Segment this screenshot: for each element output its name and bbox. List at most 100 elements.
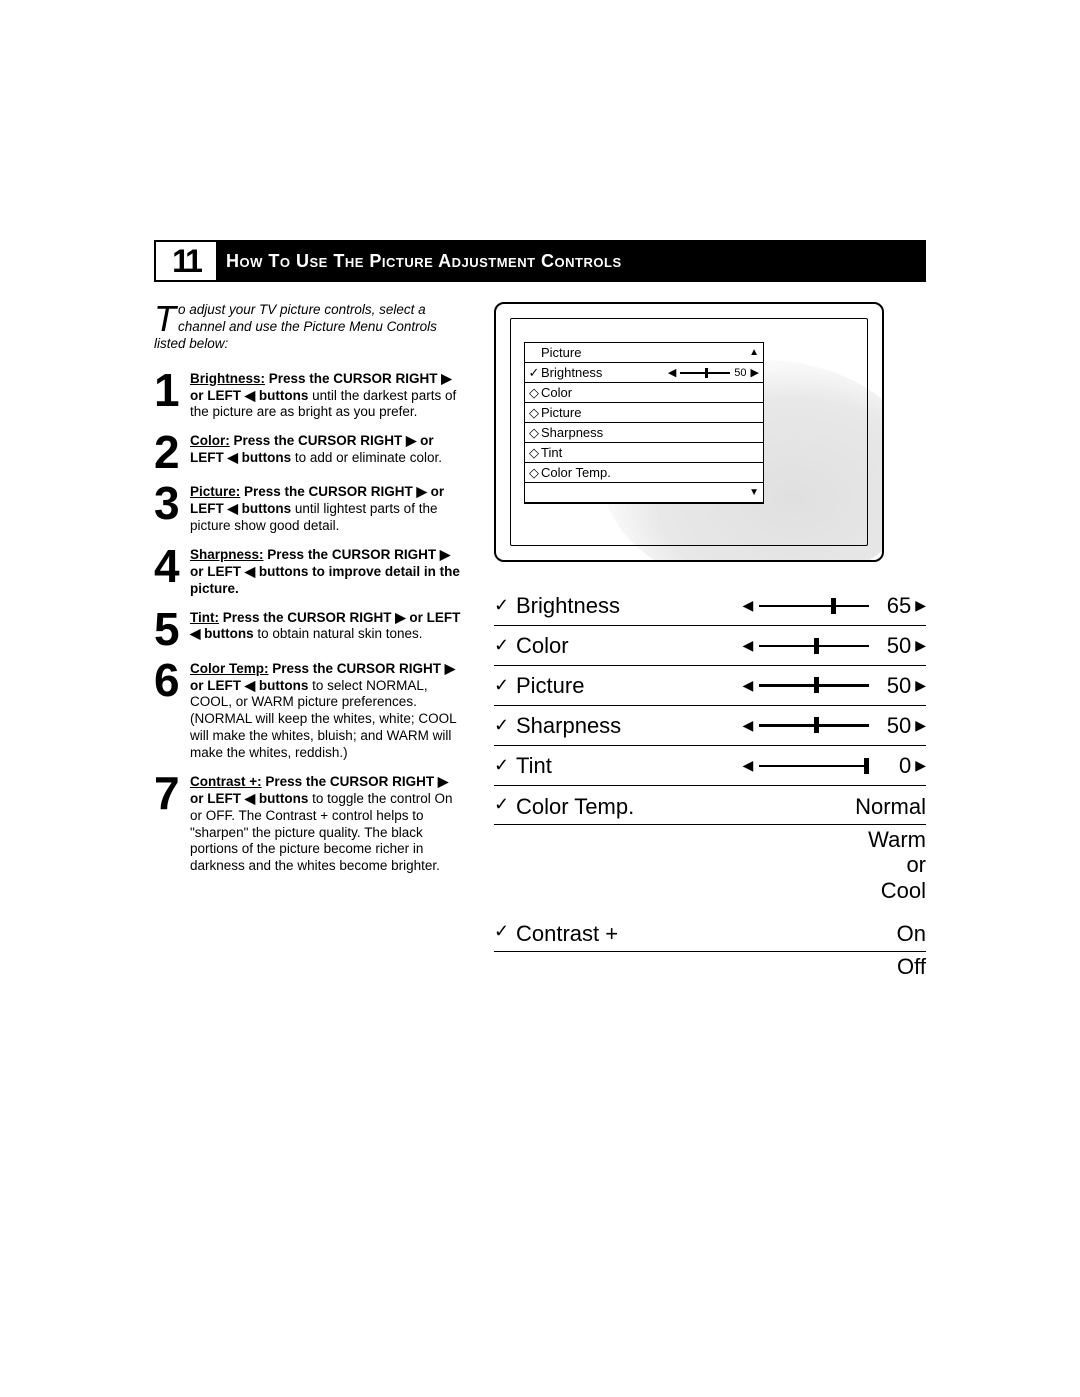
steps-list: 1Brightness: Press the CURSOR RIGHT ▶ or… [154, 371, 464, 876]
osd-label: Color [541, 385, 759, 400]
step-body: Tint: Press the CURSOR RIGHT ▶ or LEFT ◀… [190, 610, 464, 649]
diamond-icon: ◇ [527, 405, 541, 421]
osd-label: Picture [541, 405, 759, 420]
sliders-list: ✓Brightness◀65▶✓Color◀50▶✓Picture◀50▶✓Sh… [494, 586, 926, 786]
color-temp-value: Normal [855, 790, 926, 819]
left-arrow-icon: ◀ [742, 677, 753, 694]
step: 2Color: Press the CURSOR RIGHT ▶ or LEFT… [154, 433, 464, 472]
step: 6Color Temp: Press the CURSOR RIGHT ▶ or… [154, 661, 464, 762]
columns: To adjust your TV picture controls, sele… [154, 302, 926, 989]
step-number: 7 [154, 774, 188, 875]
step-body: Contrast +: Press the CURSOR RIGHT ▶ or … [190, 774, 464, 875]
slider-value: 50 [869, 673, 911, 699]
osd-label: Tint [541, 445, 759, 460]
slider-value: 65 [869, 593, 911, 619]
check-icon: ✓ [494, 675, 516, 696]
color-temp-options: Warm or Cool [494, 827, 926, 903]
slider-label: Tint [516, 753, 742, 779]
manual-page: 11 How To Use The Picture Adjustment Con… [154, 240, 926, 989]
left-arrow-icon: ◀ [668, 366, 676, 379]
step-number: 6 [154, 661, 188, 762]
step: 4Sharpness: Press the CURSOR RIGHT ▶ or … [154, 547, 464, 598]
step-number: 4 [154, 547, 188, 598]
slider-label: Brightness [516, 593, 742, 619]
slider-label: Color [516, 633, 742, 659]
slider-value: 50 [869, 713, 911, 739]
step-number: 2 [154, 433, 188, 472]
page-title: How To Use The Picture Adjustment Contro… [216, 242, 924, 280]
down-arrow-icon: ▼ [749, 487, 759, 498]
osd-row: ◇Picture [525, 403, 763, 423]
left-arrow-icon: ◀ [742, 757, 753, 774]
slider-row: ✓Color◀ 50▶ [494, 626, 926, 666]
step-body: Sharpness: Press the CURSOR RIGHT ▶ or L… [190, 547, 464, 598]
title-bar: 11 How To Use The Picture Adjustment Con… [154, 240, 926, 282]
slider-row: ✓Sharpness◀ 50▶ [494, 706, 926, 746]
osd-label: Color Temp. [541, 465, 759, 480]
right-arrow-icon: ▶ [751, 366, 759, 379]
step-number: 1 [154, 371, 188, 422]
osd-label: Brightness [541, 365, 668, 380]
osd-row: ◇Color Temp. [525, 463, 763, 483]
contrast-label: Contrast + [516, 917, 897, 947]
intro-body: o adjust your TV picture controls, selec… [154, 302, 437, 351]
osd-footer: ▼ [525, 483, 763, 503]
slider-value: 0 [869, 753, 911, 779]
mini-slider: ◀ 50 ▶ [668, 366, 759, 379]
check-icon: ✓ [494, 595, 516, 616]
osd-header-label: Picture [541, 345, 749, 360]
check-icon: ✓ [494, 917, 516, 942]
instructions-column: To adjust your TV picture controls, sele… [154, 302, 464, 989]
step: 1Brightness: Press the CURSOR RIGHT ▶ or… [154, 371, 464, 422]
up-arrow-icon: ▲ [749, 347, 759, 358]
mini-value: 50 [734, 367, 746, 379]
osd-row: ✓Brightness◀50▶ [525, 363, 763, 383]
diamond-icon: ◇ [527, 425, 541, 441]
slider-row: ✓Brightness◀ 65▶ [494, 586, 926, 626]
contrast-options: Off [494, 954, 926, 979]
color-temp-label: Color Temp. [516, 790, 855, 820]
step-body: Brightness: Press the CURSOR RIGHT ▶ or … [190, 371, 464, 422]
right-arrow-icon: ▶ [915, 597, 926, 614]
slider-control: ◀ [742, 717, 869, 734]
tv-mockup: Picture ▲ ✓Brightness◀50▶◇Color◇Picture◇… [494, 302, 884, 562]
step-body: Color Temp: Press the CURSOR RIGHT ▶ or … [190, 661, 464, 762]
diamond-icon: ◇ [527, 445, 541, 461]
osd-row: ◇Tint [525, 443, 763, 463]
left-arrow-icon: ◀ [742, 597, 753, 614]
contrast-value: On [897, 917, 926, 946]
slider-value: 50 [869, 633, 911, 659]
diamond-icon: ◇ [527, 385, 541, 401]
right-arrow-icon: ▶ [915, 677, 926, 694]
check-icon: ✓ [494, 635, 516, 656]
osd-header: Picture ▲ [525, 343, 763, 363]
slider-control: ◀ [742, 597, 869, 614]
diamond-icon: ◇ [527, 465, 541, 481]
left-arrow-icon: ◀ [742, 637, 753, 654]
right-arrow-icon: ▶ [915, 717, 926, 734]
osd-row: ◇Sharpness [525, 423, 763, 443]
right-arrow-icon: ▶ [915, 757, 926, 774]
step: 5Tint: Press the CURSOR RIGHT ▶ or LEFT … [154, 610, 464, 649]
slider-control: ◀ [742, 637, 869, 654]
step-body: Picture: Press the CURSOR RIGHT ▶ or LEF… [190, 484, 464, 535]
check-icon: ✓ [494, 715, 516, 736]
osd-label: Sharpness [541, 425, 759, 440]
slider-control: ◀ [742, 757, 869, 774]
right-arrow-icon: ▶ [915, 637, 926, 654]
slider-label: Sharpness [516, 713, 742, 739]
contrast-row: ✓ Contrast + On [494, 913, 926, 951]
check-icon: ✓ [494, 790, 516, 815]
page-number: 11 [156, 242, 216, 280]
osd-row: ◇Color [525, 383, 763, 403]
step-body: Color: Press the CURSOR RIGHT ▶ or LEFT … [190, 433, 464, 472]
slider-row: ✓Picture◀ 50▶ [494, 666, 926, 706]
left-arrow-icon: ◀ [742, 717, 753, 734]
slider-control: ◀ [742, 677, 869, 694]
slider-row: ✓Tint◀ 0▶ [494, 746, 926, 786]
slider-label: Picture [516, 673, 742, 699]
step-number: 5 [154, 610, 188, 649]
check-icon: ✓ [494, 755, 516, 776]
step-number: 3 [154, 484, 188, 535]
color-temp-row: ✓ Color Temp. Normal [494, 786, 926, 824]
